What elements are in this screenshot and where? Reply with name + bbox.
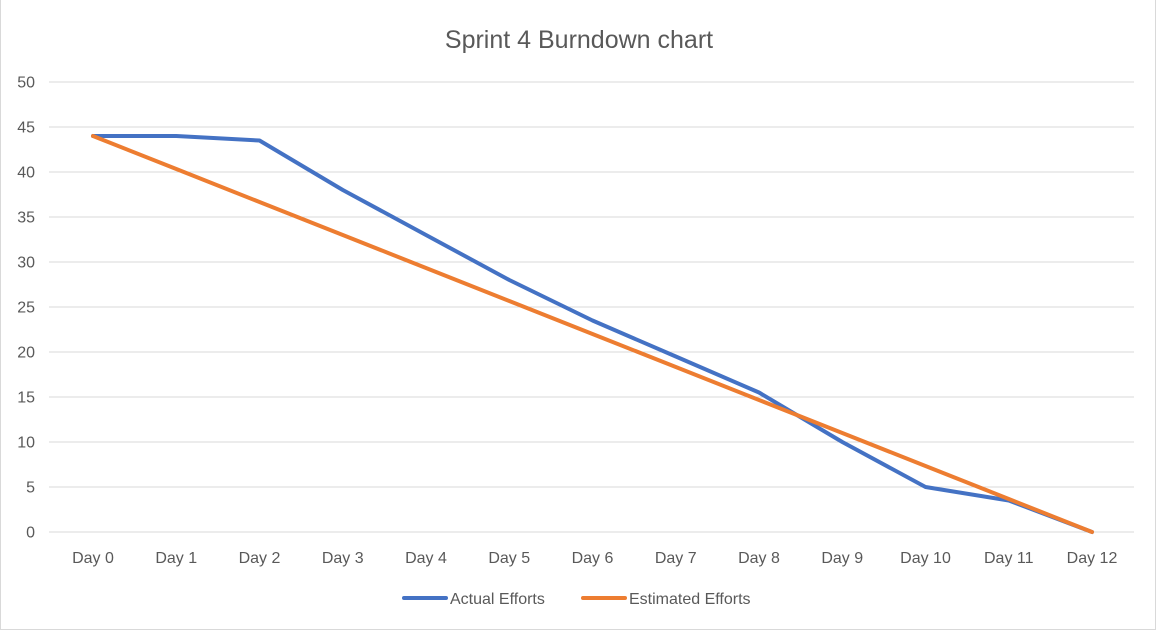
y-tick-label: 20	[17, 345, 35, 362]
x-tick-label: Day 11	[984, 550, 1034, 567]
legend: Actual Efforts Estimated Efforts	[402, 591, 751, 608]
x-tick-label: Day 2	[239, 550, 281, 567]
y-axis-tick-labels: 0 5 10 15 20 25 30 35 40 45 50	[17, 75, 35, 542]
chart-title: Sprint 4 Burndown chart	[445, 26, 713, 54]
y-tick-label: 45	[17, 120, 35, 137]
x-tick-label: Day 4	[405, 550, 447, 567]
x-tick-label: Day 9	[821, 550, 863, 567]
x-tick-label: Day 12	[1067, 550, 1118, 567]
x-tick-label: Day 6	[572, 550, 614, 567]
gridlines	[49, 81, 1134, 533]
y-tick-label: 30	[17, 255, 35, 272]
legend-label-actual-efforts: Actual Efforts	[450, 591, 545, 608]
y-tick-label: 15	[17, 390, 35, 407]
y-tick-label: 25	[17, 300, 35, 317]
y-tick-label: 5	[26, 480, 35, 497]
y-tick-label: 0	[26, 525, 35, 542]
x-axis-tick-labels: Day 0 Day 1 Day 2 Day 3 Day 4 Day 5 Day 6 Day 7…	[72, 550, 1117, 567]
series-lines	[91, 134, 1094, 534]
y-tick-label: 40	[17, 165, 35, 182]
x-tick-label: Day 1	[155, 550, 197, 567]
x-tick-label: Day 5	[488, 550, 530, 567]
y-tick-label: 10	[17, 435, 35, 452]
y-tick-label: 35	[17, 210, 35, 227]
y-tick-label: 50	[17, 75, 35, 92]
x-tick-label: Day 0	[72, 550, 114, 567]
x-tick-label: Day 7	[655, 550, 697, 567]
legend-label-estimated-efforts: Estimated Efforts	[629, 591, 751, 608]
x-tick-label: Day 3	[322, 550, 364, 567]
x-tick-label: Day 8	[738, 550, 780, 567]
x-tick-label: Day 10	[900, 550, 951, 567]
